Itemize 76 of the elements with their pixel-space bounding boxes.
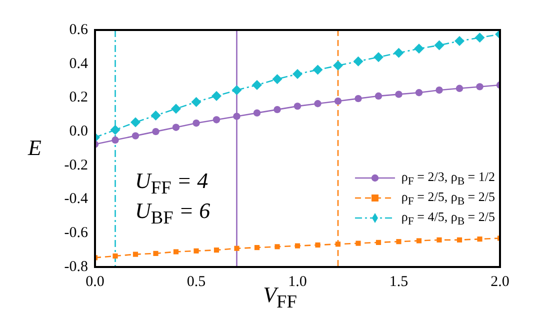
point: [132, 252, 138, 257]
point: [191, 96, 202, 107]
point: [416, 238, 422, 244]
point: [376, 240, 382, 245]
x-tick-label: 2.0: [490, 274, 510, 290]
point: [274, 106, 281, 114]
point: [314, 100, 322, 108]
y-tick-label: 0.4: [69, 56, 88, 72]
point: [294, 243, 300, 248]
point: [436, 237, 442, 242]
x-tick-label: 0.5: [186, 274, 206, 290]
point: [374, 92, 382, 100]
point: [232, 85, 242, 96]
point: [374, 52, 384, 62]
legend-label: ρ$_{F}$ = 2/3, ρ$_{B}$ = 1/2: [401, 168, 495, 188]
y-tick-label: 0.6: [69, 22, 88, 38]
point: [171, 104, 181, 114]
point: [272, 74, 282, 84]
point: [234, 246, 240, 251]
point: [396, 239, 402, 244]
point: [212, 116, 220, 124]
point: [150, 110, 161, 120]
point: [414, 44, 424, 54]
y-tick-label: -0.6: [64, 225, 88, 242]
legend-label: ρ$_{F}$ = 4/5, ρ$_{B}$ = 2/5: [401, 208, 495, 228]
point: [252, 80, 262, 90]
point: [172, 124, 180, 131]
y-tick-label: -0.4: [64, 191, 88, 208]
point: [130, 117, 140, 128]
annotation: U$_{FF}$ = 4: [135, 168, 208, 198]
point: [394, 48, 404, 58]
point: [274, 244, 280, 250]
y-tick-label: -0.8: [64, 258, 88, 275]
point: [477, 236, 482, 242]
point: [312, 64, 323, 75]
point: [436, 86, 443, 94]
point: [294, 102, 302, 110]
point: [214, 248, 220, 253]
point: [434, 40, 444, 50]
point: [152, 128, 160, 136]
y-tick-label: -0.2: [64, 157, 88, 174]
point: [315, 242, 320, 248]
point: [356, 240, 361, 246]
point: [132, 132, 140, 140]
point: [194, 248, 199, 254]
point: [456, 237, 462, 242]
point: [474, 32, 485, 43]
point: [415, 89, 423, 96]
point: [354, 94, 362, 102]
annotation: U$_{BF}$ = 6: [135, 198, 210, 228]
point: [476, 83, 484, 90]
y-tick-label: 0.2: [69, 90, 88, 106]
point: [153, 250, 158, 256]
point: [353, 56, 364, 66]
point: [292, 69, 302, 80]
point: [253, 109, 261, 117]
x-tick-label: 0.0: [86, 274, 104, 290]
point: [335, 242, 341, 247]
point: [212, 91, 222, 102]
point: [334, 98, 342, 105]
legend-label: ρ$_{F}$ = 2/5, ρ$_{B}$ = 2/5: [401, 188, 495, 208]
point: [456, 84, 464, 92]
point: [192, 120, 200, 127]
point: [233, 112, 240, 120]
point: [110, 124, 120, 135]
y-axis-title: E: [28, 135, 42, 161]
y-tick-label: 0.0: [69, 124, 88, 140]
point: [454, 36, 464, 46]
point: [395, 90, 402, 98]
point: [112, 136, 119, 144]
point: [333, 60, 343, 71]
x-tick-label: 1.5: [389, 274, 408, 290]
point: [254, 244, 260, 250]
point: [112, 253, 118, 259]
line-series: [95, 236, 500, 260]
point: [173, 249, 179, 254]
